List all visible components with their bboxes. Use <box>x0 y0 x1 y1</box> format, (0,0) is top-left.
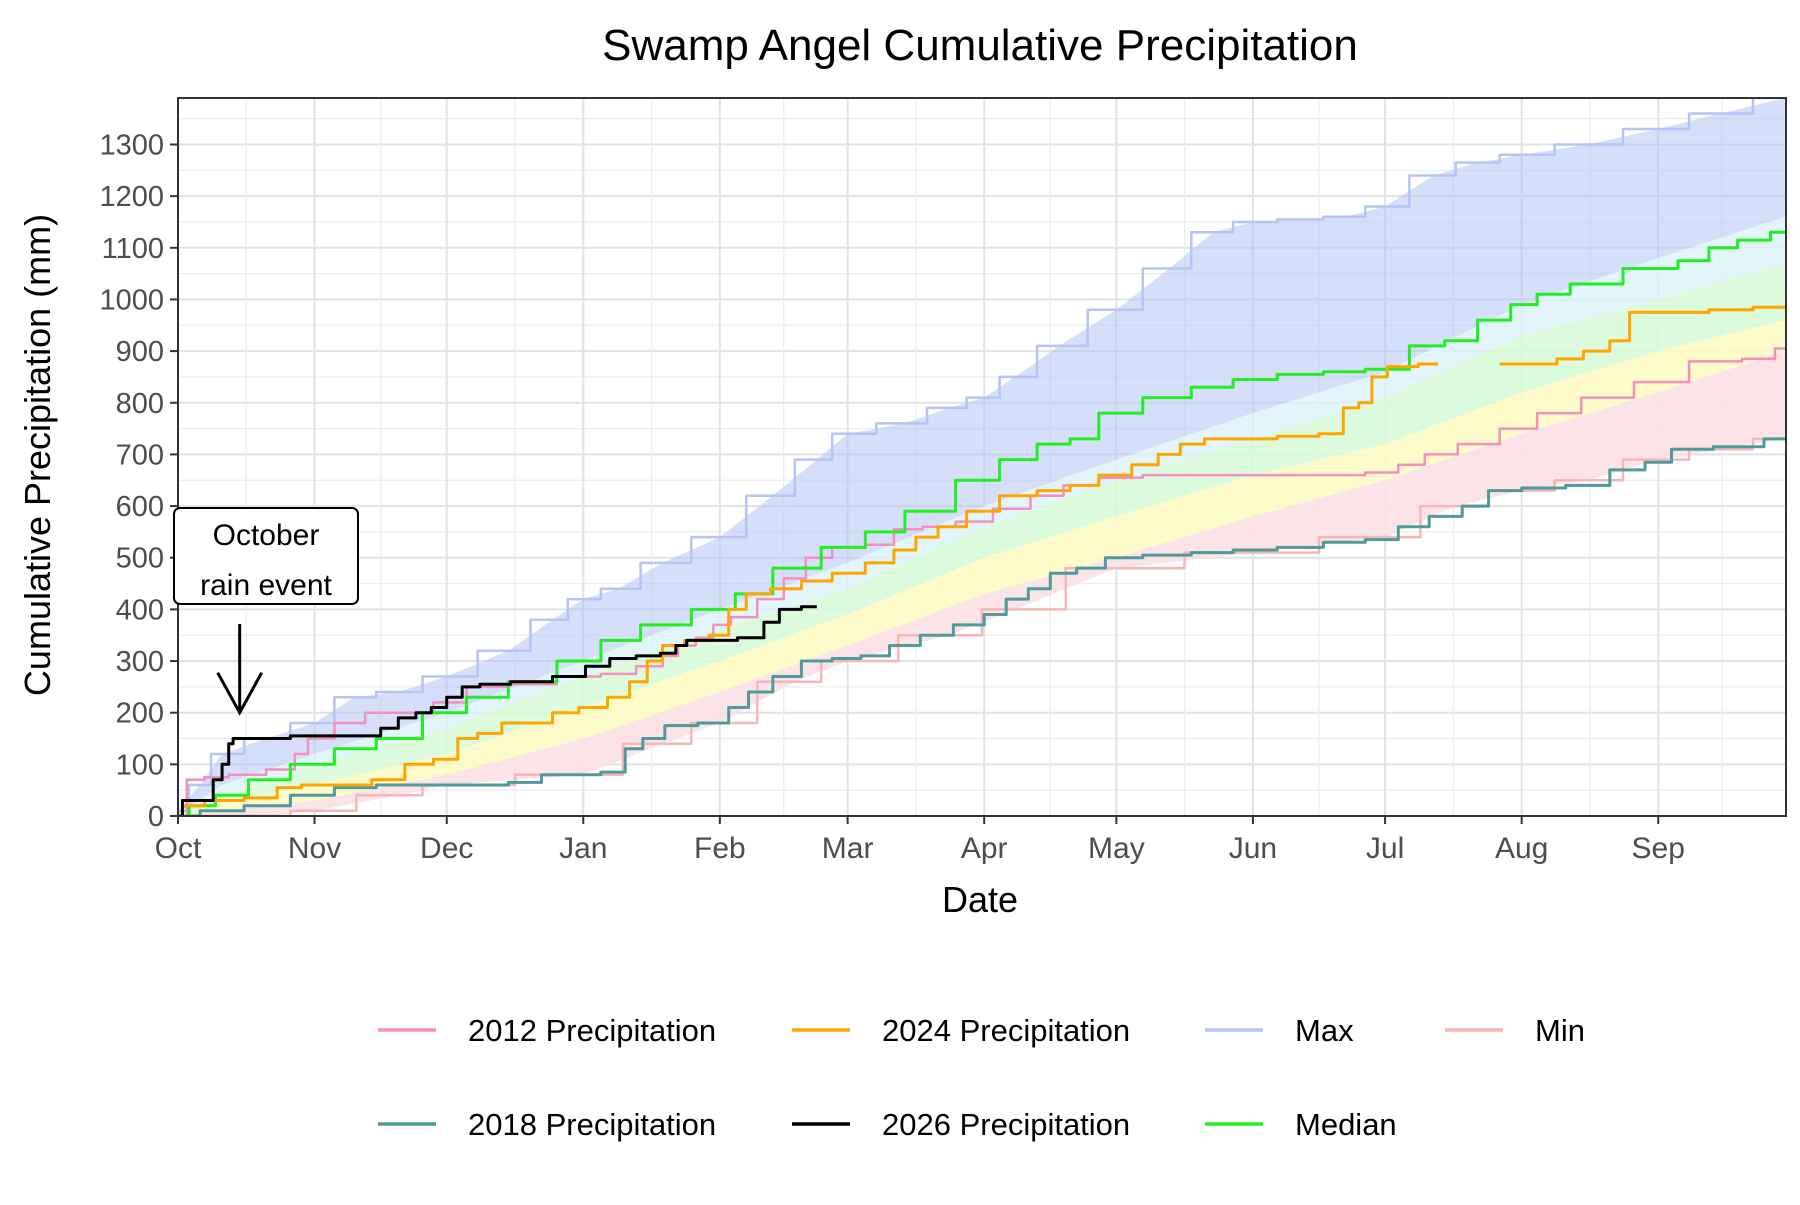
upper-mid-band <box>178 216 1786 816</box>
legend-item: 2012 Precipitation <box>378 1013 716 1048</box>
lower-mid-band <box>178 320 1786 816</box>
annotation-box <box>173 507 359 605</box>
annotation-text: October <box>213 519 320 552</box>
x-tick-label: Feb <box>694 832 746 865</box>
x-tick-label: Nov <box>288 832 341 865</box>
legend-item: 2026 Precipitation <box>792 1107 1130 1142</box>
annotation-arrow-head <box>216 671 263 716</box>
x-axis: Oct Nov Dec Jan Feb Mar Apr May Jun Jul Aug Sep <box>155 816 1685 865</box>
series-line-min <box>178 437 1786 816</box>
series-line-2018-precipitation <box>178 437 1786 816</box>
x-tick-label: Jun <box>1229 832 1277 865</box>
y-tick-label: 0 <box>148 801 164 833</box>
x-axis-label: Date <box>942 879 1018 920</box>
series-lines <box>178 98 1786 816</box>
y-axis: 0 100 200 300 400 500 600 700 800 900 1000 1100 1200… <box>99 129 178 833</box>
x-tick-label: Jan <box>559 832 607 865</box>
y-tick-label: 900 <box>116 336 164 368</box>
x-tick-label: Dec <box>420 832 473 865</box>
annotation-text: rain event <box>200 569 332 602</box>
y-axis-label: Cumulative Precipitation (mm) <box>17 214 58 696</box>
legend-label: Max <box>1295 1013 1354 1048</box>
x-tick-label: Jul <box>1366 832 1404 865</box>
x-tick-label: Sep <box>1632 832 1685 865</box>
legend-label: 2024 Precipitation <box>882 1013 1130 1048</box>
y-tick-label: 1300 <box>99 129 164 161</box>
y-tick-label: 800 <box>116 388 164 420</box>
series-line-2024-precipitation-late <box>1499 305 1786 366</box>
x-tick-label: May <box>1088 832 1145 865</box>
legend-item: Min <box>1445 1013 1585 1048</box>
legend-item: 2024 Precipitation <box>792 1013 1130 1048</box>
series-line-2026-precipitation <box>178 605 817 816</box>
series-line-2024-precipitation <box>178 362 1438 816</box>
legend-label: Median <box>1295 1107 1397 1142</box>
x-tick-label: Oct <box>155 832 202 865</box>
y-tick-label: 1100 <box>102 233 164 265</box>
legend-label: 2012 Precipitation <box>468 1013 716 1048</box>
y-tick-label: 1200 <box>99 181 164 213</box>
x-tick-label: Mar <box>822 832 874 865</box>
y-tick-label: 100 <box>116 749 164 781</box>
legend-item: Median <box>1205 1107 1397 1142</box>
plot-area: 0 100 200 300 400 500 600 700 800 900 1000 1100 1200… <box>99 97 1787 865</box>
y-tick-label: 400 <box>116 594 164 626</box>
series-line-max <box>178 98 1786 813</box>
series-line-2012-precipitation <box>178 347 1786 816</box>
x-tick-label: Apr <box>961 832 1008 865</box>
legend-label: 2026 Precipitation <box>882 1107 1130 1142</box>
y-tick-label: 300 <box>116 646 164 678</box>
y-tick-label: 200 <box>116 698 164 730</box>
legend-item: 2018 Precipitation <box>378 1107 716 1142</box>
y-tick-label: 500 <box>116 543 164 575</box>
y-tick-label: 600 <box>116 491 164 523</box>
max-band <box>178 98 1786 816</box>
plot-border <box>177 97 1787 817</box>
legend-label: 2018 Precipitation <box>468 1107 716 1142</box>
y-tick-label: 700 <box>116 439 164 471</box>
annotation: October rain event <box>173 507 359 716</box>
legend-label: Min <box>1535 1013 1585 1048</box>
legend: 2012 Precipitation 2024 Precipitation Max M… <box>378 1013 1585 1142</box>
legend-item: Max <box>1205 1013 1354 1048</box>
chart-title: Swamp Angel Cumulative Precipitation <box>602 21 1358 70</box>
y-tick-label: 1000 <box>99 284 164 316</box>
x-tick-label: Aug <box>1495 832 1548 865</box>
